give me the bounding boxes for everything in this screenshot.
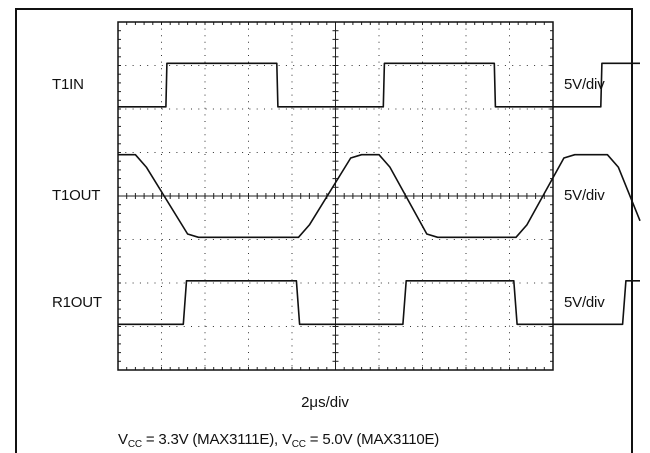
channel-label-t1in: T1IN	[52, 76, 84, 94]
channel-scale-t1out: 5V/div	[564, 187, 605, 204]
scope-traces	[118, 62, 641, 326]
scope-graticule	[117, 21, 554, 371]
timebase-label: 2μs/div	[301, 394, 349, 411]
graticule-border	[117, 21, 554, 371]
figure-frame	[15, 8, 633, 453]
trace-r1out	[118, 280, 640, 326]
vcc2-value: = 5.0V (MAX3110E)	[305, 431, 440, 448]
channel-label-t1out: T1OUT	[52, 187, 101, 204]
vcc1-symbol: V	[118, 431, 128, 448]
vcc1-value: = 3.3V (MAX3111E),	[141, 431, 282, 448]
vcc2-subscript: CC	[291, 439, 306, 450]
trace-t1in	[118, 62, 640, 108]
test-conditions: VCC = 3.3V (MAX3111E), VCC = 5.0V (MAX31…	[118, 431, 439, 450]
channel-scale-r1out: 5V/div	[564, 293, 605, 311]
vcc2-symbol: V	[281, 431, 292, 448]
channel-scale-t1in: 5V/div	[564, 76, 605, 94]
trace-t1out	[118, 153, 641, 239]
channel-label-r1out: R1OUT	[52, 293, 102, 311]
vcc1-subscript: CC	[127, 439, 142, 450]
